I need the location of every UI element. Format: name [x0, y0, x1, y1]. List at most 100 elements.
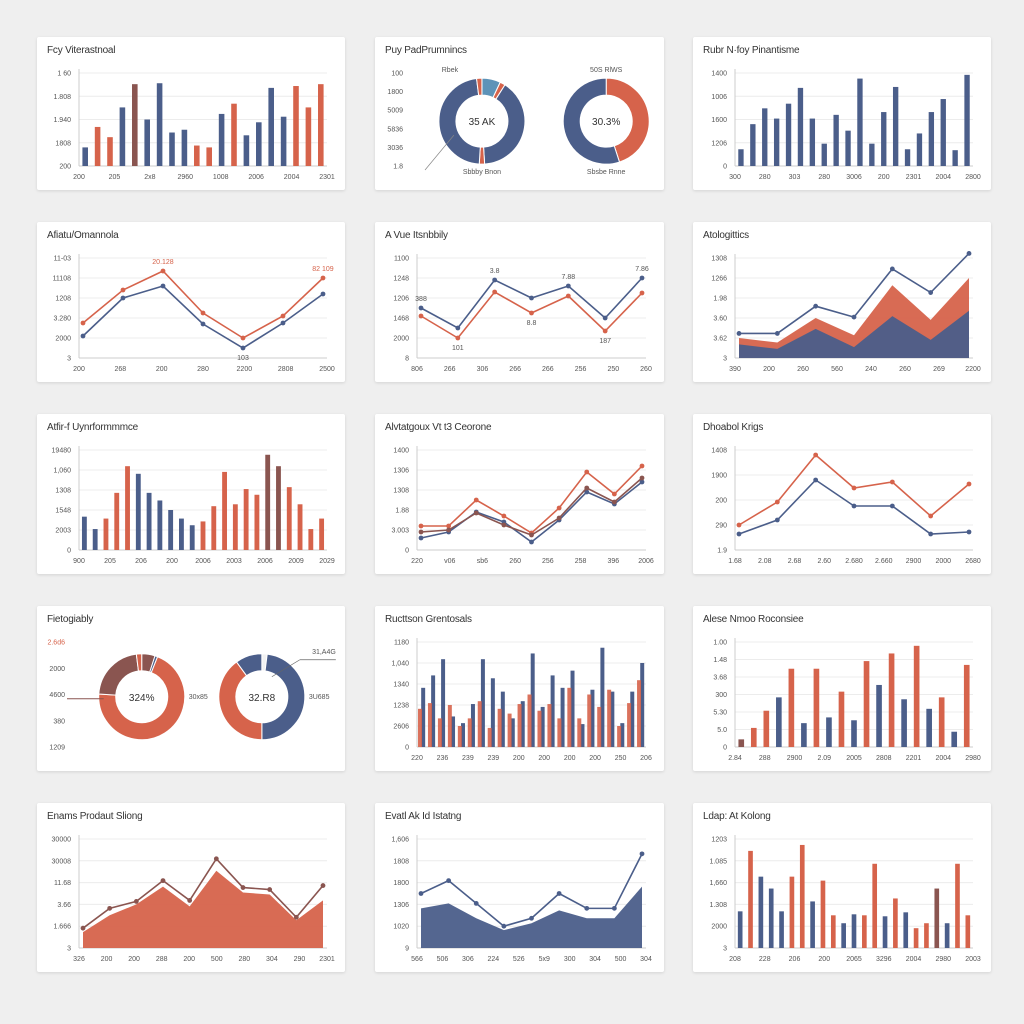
data-point: [774, 331, 780, 336]
chart-card: 1308 1266 1.98 3.60 3.62 3 390 200 260 560 240 260 2…: [693, 222, 991, 382]
bar: [938, 697, 945, 747]
data-point: [529, 539, 534, 545]
bar: [490, 678, 495, 747]
chart-title: Atologittics: [703, 230, 749, 241]
x-tick-label: 266: [542, 366, 554, 373]
data-point: [455, 325, 461, 331]
bar: [903, 912, 909, 948]
x-tick-label: 500: [615, 956, 627, 963]
data-label: 82 109: [312, 266, 334, 273]
y-tick-label: 1.308: [709, 902, 727, 909]
donut-center-label: 30.3%: [592, 117, 620, 128]
chart-title: Fcy Viterastnoal: [47, 45, 116, 56]
chart-card: 30000 30008 11.68 3.66 1.666 3 326 200 200 288 200…: [37, 803, 345, 972]
chart-card: 1.00 1.48 3.68 300 5.30 5.0 0 2.84 288 2900 2.09 20…: [693, 606, 991, 771]
y-tick-label: 1180: [394, 640, 409, 647]
area-fill: [83, 870, 323, 948]
bar: [872, 863, 878, 948]
bar: [640, 663, 645, 747]
bar: [882, 916, 888, 948]
y-tick-label: 1206: [393, 296, 409, 303]
x-tick-label: 3006: [846, 174, 862, 181]
x-tick-label: 239: [462, 755, 474, 762]
bar: [869, 143, 875, 166]
bar: [963, 664, 970, 747]
y-tick-label: 1248: [393, 276, 409, 283]
y-tick-label: 1203: [711, 837, 727, 844]
data-point: [529, 532, 534, 538]
y-tick-label: 0: [723, 164, 727, 171]
data-point: [556, 891, 562, 896]
chart-title: Dhoabol Krigs: [703, 422, 764, 433]
x-tick-label: 396: [607, 558, 619, 565]
x-tick-label: 200: [166, 558, 178, 565]
bar: [132, 84, 138, 166]
bar: [862, 915, 867, 948]
x-tick-label: 280: [759, 174, 771, 181]
x-tick-label: 2680: [965, 558, 981, 565]
x-tick-label: 206: [135, 558, 147, 565]
data-point: [584, 469, 590, 475]
y-tick-label: 200: [715, 498, 727, 505]
data-point: [774, 499, 780, 505]
x-tick-label: 208: [729, 956, 741, 963]
series-line: [82, 270, 324, 339]
data-point: [639, 851, 645, 857]
chart-card: 1400 1006 1600 1206 0 300 280 303 280 3006 200 2301…: [693, 37, 991, 190]
bar: [750, 124, 756, 166]
bar: [841, 923, 846, 948]
bar: [738, 149, 744, 166]
donut-center-label: 324%: [129, 693, 155, 704]
data-point: [611, 499, 617, 505]
bar: [926, 708, 932, 747]
x-tick-label: 2x8: [144, 174, 155, 181]
x-tick-label: 2.84: [728, 755, 742, 762]
chart-title: Puy PadPrumnincs: [385, 45, 467, 56]
data-point: [120, 295, 126, 301]
data-point: [120, 287, 126, 293]
x-tick-label: 200: [513, 755, 525, 762]
x-tick-label: 2200: [237, 366, 253, 373]
bar: [94, 126, 101, 166]
donut-slice: [135, 653, 143, 672]
x-tick-label: 200: [128, 956, 140, 963]
donut-slice: [235, 653, 263, 677]
bar: [809, 118, 816, 166]
x-tick-label: 2009: [288, 558, 304, 565]
y-tick-label: 11.68: [54, 880, 71, 887]
data-point: [611, 905, 617, 911]
data-point: [736, 331, 742, 336]
data-point: [320, 883, 326, 888]
x-tick-label: 258: [575, 558, 587, 565]
x-tick-label: 200: [183, 956, 195, 963]
data-point: [446, 527, 452, 533]
x-tick-label: 2006: [195, 558, 211, 565]
bar: [913, 645, 920, 747]
data-label: 20.128: [152, 259, 174, 266]
x-tick-label: 205: [109, 174, 121, 181]
data-point: [213, 856, 219, 862]
x-tick-label: 200: [73, 366, 85, 373]
bar: [820, 880, 826, 948]
x-tick-label: 2808: [278, 366, 294, 373]
y-tick-label: 30000: [52, 837, 72, 844]
y-tick-label: 1209: [49, 745, 65, 752]
bar: [222, 471, 227, 550]
bar: [211, 506, 217, 550]
bar: [179, 518, 184, 550]
data-point: [418, 313, 424, 319]
bar: [901, 699, 907, 747]
data-label: 7.86: [635, 266, 649, 273]
donut-label: Sbsbe Rnne: [587, 169, 626, 176]
bar: [457, 726, 462, 747]
y-tick-label: 3: [723, 356, 727, 363]
y-tick-label: 1800: [393, 880, 409, 887]
donut-slice: [438, 77, 481, 165]
donut-label: 30x85: [189, 694, 208, 701]
chart-card: 1180 1,040 1340 1238 2606 0 220 236 239 239 200 200…: [375, 606, 664, 771]
y-tick-label: 5.30: [713, 710, 727, 717]
donut-label: 50S RlWS: [590, 67, 623, 74]
bar: [243, 135, 250, 166]
x-tick-label: 2.68: [788, 558, 802, 565]
y-tick-label: 3.66: [57, 902, 71, 909]
